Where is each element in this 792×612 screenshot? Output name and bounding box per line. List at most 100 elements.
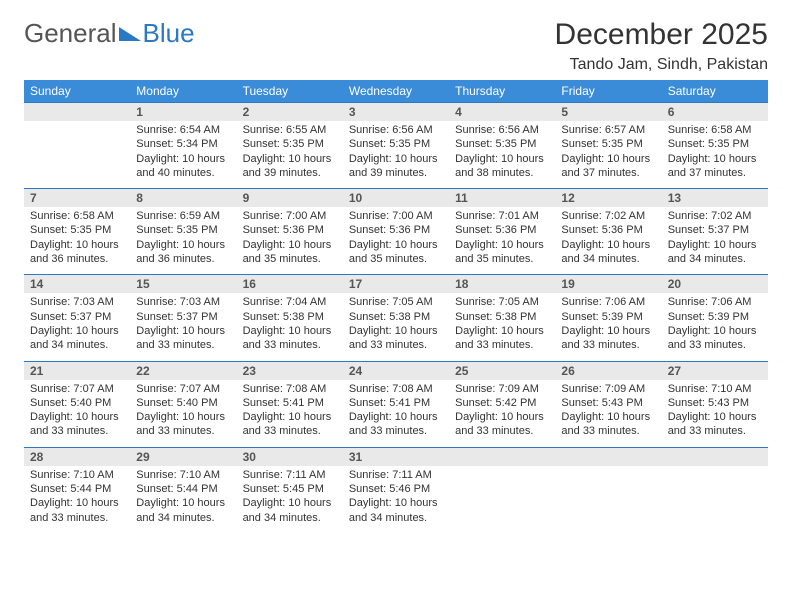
daylight-line: Daylight: 10 hours and 34 minutes. — [561, 238, 655, 267]
day-number: 21 — [24, 362, 130, 380]
sunset-line: Sunset: 5:35 PM — [349, 137, 443, 151]
weekday-header: Thursday — [449, 80, 555, 103]
daylight-line: Daylight: 10 hours and 34 minutes. — [349, 496, 443, 525]
daylight-line: Daylight: 10 hours and 35 minutes. — [349, 238, 443, 267]
day-number: 20 — [662, 275, 768, 293]
day-body: Sunrise: 7:11 AMSunset: 5:45 PMDaylight:… — [237, 466, 343, 533]
calendar-cell: 6Sunrise: 6:58 AMSunset: 5:35 PMDaylight… — [662, 103, 768, 189]
calendar-cell: 15Sunrise: 7:03 AMSunset: 5:37 PMDayligh… — [130, 275, 236, 361]
daylight-line: Daylight: 10 hours and 37 minutes. — [668, 152, 762, 181]
weekday-header: Friday — [555, 80, 661, 103]
calendar-cell — [449, 447, 555, 533]
day-body: Sunrise: 7:08 AMSunset: 5:41 PMDaylight:… — [343, 380, 449, 447]
day-body: Sunrise: 7:05 AMSunset: 5:38 PMDaylight:… — [343, 293, 449, 360]
sunset-line: Sunset: 5:35 PM — [455, 137, 549, 151]
sunrise-line: Sunrise: 7:11 AM — [349, 468, 443, 482]
daylight-line: Daylight: 10 hours and 33 minutes. — [561, 324, 655, 353]
calendar-cell: 5Sunrise: 6:57 AMSunset: 5:35 PMDaylight… — [555, 103, 661, 189]
sunset-line: Sunset: 5:35 PM — [243, 137, 337, 151]
day-number-empty — [662, 448, 768, 466]
day-number-empty — [555, 448, 661, 466]
sunrise-line: Sunrise: 7:08 AM — [349, 382, 443, 396]
daylight-line: Daylight: 10 hours and 38 minutes. — [455, 152, 549, 181]
day-number: 9 — [237, 189, 343, 207]
daylight-line: Daylight: 10 hours and 33 minutes. — [455, 324, 549, 353]
day-body: Sunrise: 7:05 AMSunset: 5:38 PMDaylight:… — [449, 293, 555, 360]
day-number: 31 — [343, 448, 449, 466]
page-title: December 2025 — [555, 18, 768, 52]
daylight-line: Daylight: 10 hours and 36 minutes. — [136, 238, 230, 267]
day-body: Sunrise: 7:00 AMSunset: 5:36 PMDaylight:… — [343, 207, 449, 274]
calendar-cell: 2Sunrise: 6:55 AMSunset: 5:35 PMDaylight… — [237, 103, 343, 189]
daylight-line: Daylight: 10 hours and 33 minutes. — [243, 410, 337, 439]
sunrise-line: Sunrise: 7:07 AM — [30, 382, 124, 396]
sunset-line: Sunset: 5:36 PM — [561, 223, 655, 237]
daylight-line: Daylight: 10 hours and 34 minutes. — [136, 496, 230, 525]
sunrise-line: Sunrise: 6:57 AM — [561, 123, 655, 137]
weekday-header: Monday — [130, 80, 236, 103]
day-number: 26 — [555, 362, 661, 380]
sunrise-line: Sunrise: 7:03 AM — [136, 295, 230, 309]
calendar-cell: 9Sunrise: 7:00 AMSunset: 5:36 PMDaylight… — [237, 189, 343, 275]
calendar-cell — [555, 447, 661, 533]
sunrise-line: Sunrise: 7:05 AM — [349, 295, 443, 309]
sunset-line: Sunset: 5:34 PM — [136, 137, 230, 151]
sunrise-line: Sunrise: 7:02 AM — [561, 209, 655, 223]
calendar-cell: 17Sunrise: 7:05 AMSunset: 5:38 PMDayligh… — [343, 275, 449, 361]
sunrise-line: Sunrise: 7:00 AM — [243, 209, 337, 223]
day-number: 11 — [449, 189, 555, 207]
day-number: 8 — [130, 189, 236, 207]
daylight-line: Daylight: 10 hours and 33 minutes. — [668, 324, 762, 353]
day-number: 3 — [343, 103, 449, 121]
day-body: Sunrise: 7:10 AMSunset: 5:44 PMDaylight:… — [130, 466, 236, 533]
daylight-line: Daylight: 10 hours and 39 minutes. — [349, 152, 443, 181]
sunrise-line: Sunrise: 6:56 AM — [349, 123, 443, 137]
sunset-line: Sunset: 5:39 PM — [561, 310, 655, 324]
logo-triangle-icon — [119, 27, 141, 41]
calendar-cell: 7Sunrise: 6:58 AMSunset: 5:35 PMDaylight… — [24, 189, 130, 275]
day-body: Sunrise: 7:11 AMSunset: 5:46 PMDaylight:… — [343, 466, 449, 533]
day-number: 16 — [237, 275, 343, 293]
sunset-line: Sunset: 5:45 PM — [243, 482, 337, 496]
sunrise-line: Sunrise: 7:10 AM — [668, 382, 762, 396]
sunset-line: Sunset: 5:43 PM — [561, 396, 655, 410]
calendar-week-row: 1Sunrise: 6:54 AMSunset: 5:34 PMDaylight… — [24, 103, 768, 189]
calendar-head: SundayMondayTuesdayWednesdayThursdayFrid… — [24, 80, 768, 103]
day-body: Sunrise: 7:07 AMSunset: 5:40 PMDaylight:… — [24, 380, 130, 447]
day-number: 12 — [555, 189, 661, 207]
calendar-cell: 18Sunrise: 7:05 AMSunset: 5:38 PMDayligh… — [449, 275, 555, 361]
sunrise-line: Sunrise: 7:09 AM — [455, 382, 549, 396]
daylight-line: Daylight: 10 hours and 34 minutes. — [30, 324, 124, 353]
day-body: Sunrise: 7:04 AMSunset: 5:38 PMDaylight:… — [237, 293, 343, 360]
calendar-cell: 22Sunrise: 7:07 AMSunset: 5:40 PMDayligh… — [130, 361, 236, 447]
sunrise-line: Sunrise: 7:09 AM — [561, 382, 655, 396]
day-number: 28 — [24, 448, 130, 466]
sunrise-line: Sunrise: 7:08 AM — [243, 382, 337, 396]
sunrise-line: Sunrise: 7:05 AM — [455, 295, 549, 309]
sunset-line: Sunset: 5:39 PM — [668, 310, 762, 324]
sunset-line: Sunset: 5:43 PM — [668, 396, 762, 410]
day-body: Sunrise: 7:03 AMSunset: 5:37 PMDaylight:… — [24, 293, 130, 360]
sunrise-line: Sunrise: 7:10 AM — [136, 468, 230, 482]
sunset-line: Sunset: 5:38 PM — [455, 310, 549, 324]
sunset-line: Sunset: 5:41 PM — [243, 396, 337, 410]
calendar-cell — [24, 103, 130, 189]
daylight-line: Daylight: 10 hours and 33 minutes. — [30, 410, 124, 439]
day-body: Sunrise: 6:58 AMSunset: 5:35 PMDaylight:… — [24, 207, 130, 274]
calendar-week-row: 14Sunrise: 7:03 AMSunset: 5:37 PMDayligh… — [24, 275, 768, 361]
day-number-empty — [24, 103, 130, 121]
day-body: Sunrise: 7:03 AMSunset: 5:37 PMDaylight:… — [130, 293, 236, 360]
calendar-cell: 4Sunrise: 6:56 AMSunset: 5:35 PMDaylight… — [449, 103, 555, 189]
day-number: 2 — [237, 103, 343, 121]
calendar-cell: 1Sunrise: 6:54 AMSunset: 5:34 PMDaylight… — [130, 103, 236, 189]
daylight-line: Daylight: 10 hours and 33 minutes. — [243, 324, 337, 353]
day-body: Sunrise: 7:01 AMSunset: 5:36 PMDaylight:… — [449, 207, 555, 274]
sunset-line: Sunset: 5:36 PM — [243, 223, 337, 237]
day-number: 1 — [130, 103, 236, 121]
daylight-line: Daylight: 10 hours and 34 minutes. — [243, 496, 337, 525]
day-body: Sunrise: 7:06 AMSunset: 5:39 PMDaylight:… — [555, 293, 661, 360]
daylight-line: Daylight: 10 hours and 36 minutes. — [30, 238, 124, 267]
sunset-line: Sunset: 5:36 PM — [455, 223, 549, 237]
day-number: 22 — [130, 362, 236, 380]
sunset-line: Sunset: 5:41 PM — [349, 396, 443, 410]
